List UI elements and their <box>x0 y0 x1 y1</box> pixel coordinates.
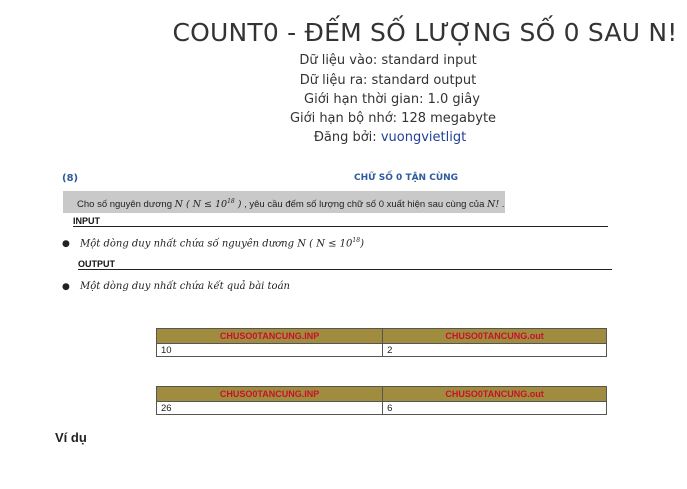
output-rule <box>78 269 612 270</box>
example-2-output-header: CHUSO0TANCUNG.out <box>382 386 607 402</box>
problem-title: COUNT0 - ĐẾM SỐ LƯỢNG SỐ 0 SAU N! <box>172 18 678 47</box>
bullet-icon: ● <box>62 282 70 292</box>
example-2-input: 26 <box>155 401 384 415</box>
example-1-output-header: CHUSO0TANCUNG.out <box>382 328 607 344</box>
statement-text-after: , yêu cầu đếm số lượng chữ số 0 xuất hiệ… <box>241 199 487 211</box>
example-section-heading: Ví dụ <box>55 430 87 445</box>
posted-by-label: Đăng bởi: <box>313 130 381 145</box>
input-label: INPUT <box>73 216 100 226</box>
example-table-1: CHUSO0TANCUNG.INP CHUSO0TANCUNG.out 10 2 <box>155 328 607 357</box>
example-1-output: 2 <box>382 343 607 357</box>
problem-heading: CHỮ SỐ 0 TẬN CÙNG <box>354 173 459 183</box>
statement-text-before: Cho số nguyên dương <box>77 199 175 211</box>
statement-math-fact: N! <box>487 199 500 211</box>
example-1-input-header: CHUSO0TANCUNG.INP <box>155 328 384 344</box>
meta-input: Dữ liệu vào: standard input <box>299 53 477 68</box>
problem-statement: Cho số nguyên dương N ( N ≤ 1018 ) , yêu… <box>63 191 505 213</box>
example-2-input-header: CHUSO0TANCUNG.INP <box>155 386 384 402</box>
meta-time-limit: Giới hạn thời gian: 1.0 giây <box>304 92 480 107</box>
example-table-2: CHUSO0TANCUNG.INP CHUSO0TANCUNG.out 26 6 <box>155 386 607 415</box>
meta-posted-by: Đăng bởi: vuongvietligt <box>230 130 550 145</box>
statement-math-n: N ( N ≤ 1018 ) <box>174 198 242 211</box>
output-bullet: ● Một dòng duy nhất chứa kết quả bài toán <box>62 281 290 292</box>
example-1-input: 10 <box>155 343 384 357</box>
input-rule <box>73 226 608 227</box>
author-link[interactable]: vuongvietligt <box>380 130 467 145</box>
bullet-icon: ● <box>62 239 70 250</box>
meta-memory-limit: Giới hạn bộ nhớ: 128 megabyte <box>289 111 497 126</box>
meta-output: Dữ liệu ra: standard output <box>299 73 477 88</box>
output-label: OUTPUT <box>78 259 115 269</box>
input-bullet: ● Một dòng duy nhất chứa số nguyên dương … <box>62 237 364 250</box>
problem-number: (8) <box>62 173 79 184</box>
example-2-output: 6 <box>382 401 607 415</box>
